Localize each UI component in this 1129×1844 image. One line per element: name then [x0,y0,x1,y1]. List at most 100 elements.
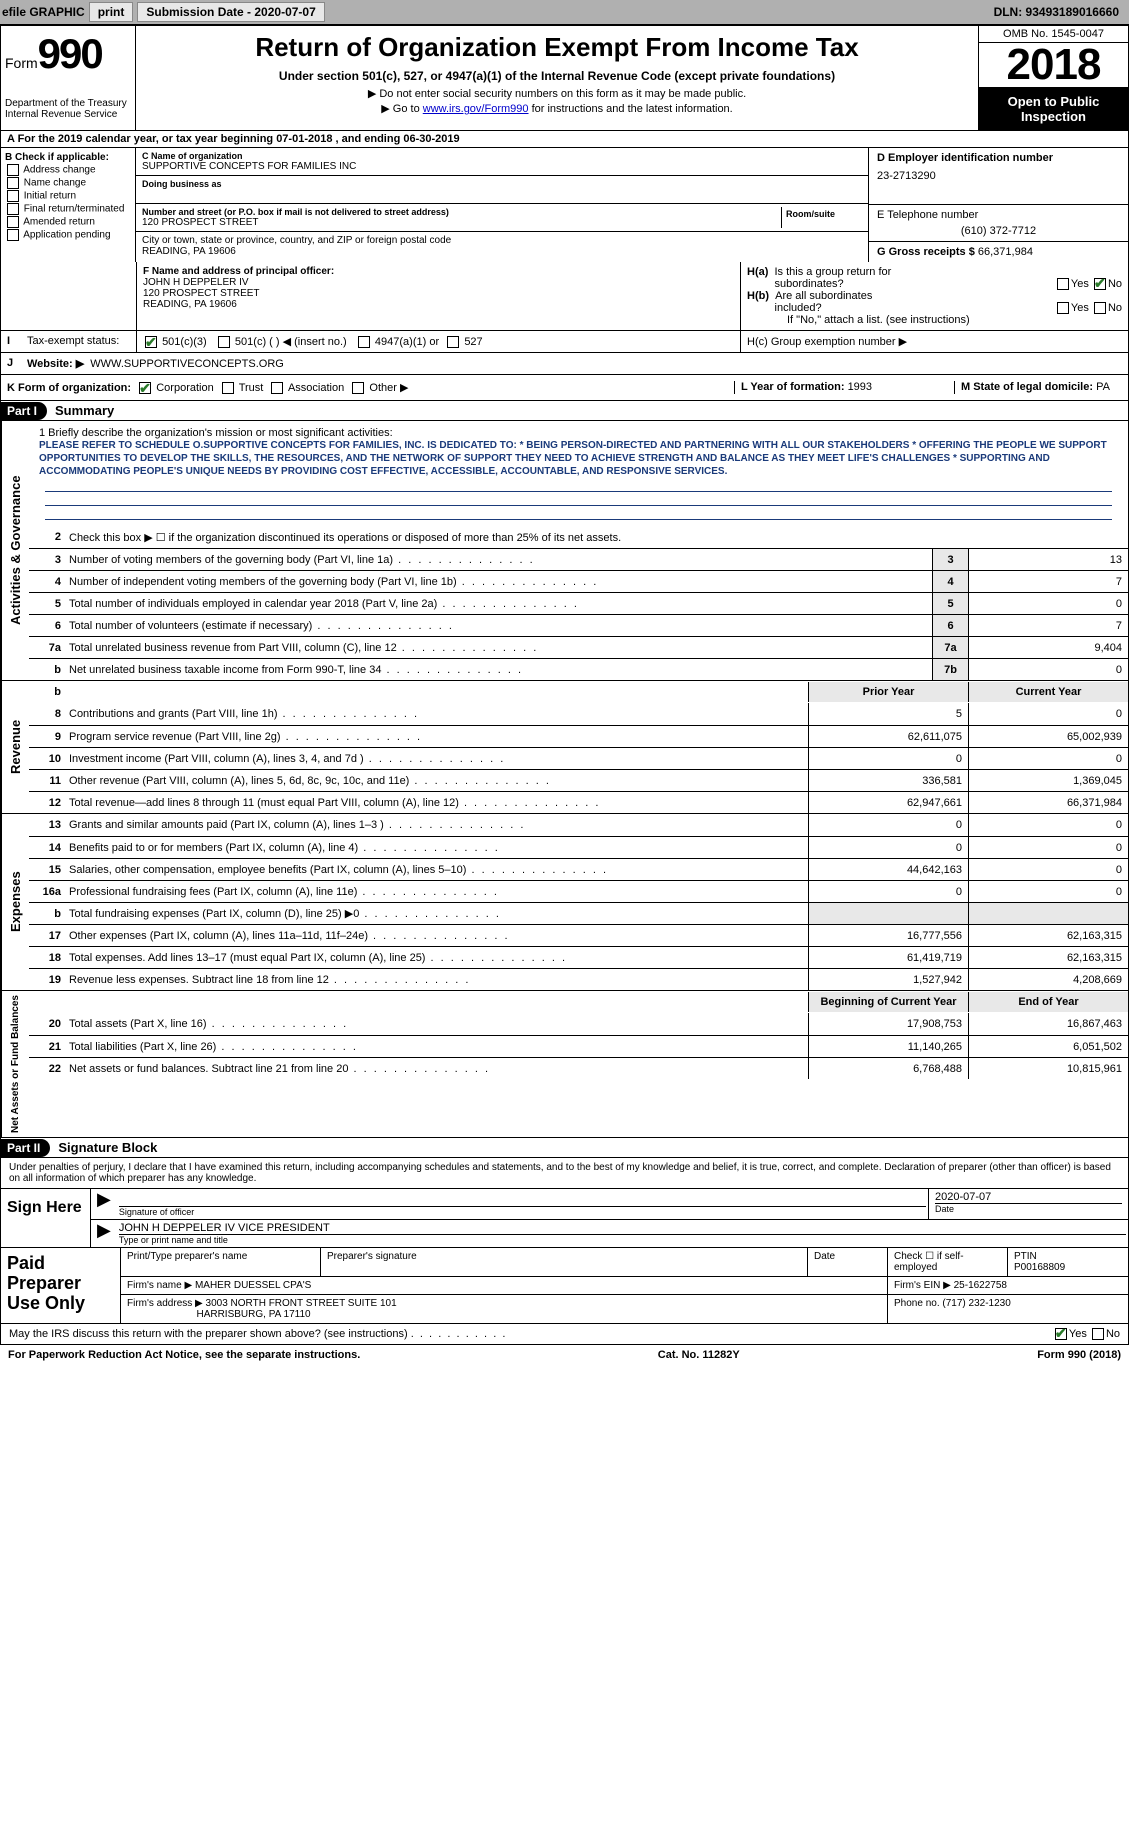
ha-yes[interactable] [1057,278,1069,290]
row-k-l-m: K Form of organization: Corporation Trus… [0,375,1129,401]
chk-initial-return[interactable]: Initial return [5,190,131,202]
gross-receipts: 66,371,984 [978,246,1033,258]
part2-title: Signature Block [50,1138,165,1157]
hdr-beg-year: Beginning of Current Year [808,992,968,1012]
section-expenses: Expenses 13Grants and similar amounts pa… [0,814,1129,991]
gov-line: 5Total number of individuals employed in… [29,592,1128,614]
perjury-declaration: Under penalties of perjury, I declare th… [1,1158,1128,1189]
officer-printed-name: JOHN H DEPPELER IV VICE PRESIDENT [119,1222,1126,1235]
arrow-icon: ▶ [91,1189,117,1219]
chk-final-return[interactable]: Final return/terminated [5,203,131,215]
tel-cell: E Telephone number (610) 372-7712 [869,204,1128,242]
street-cell: Number and street (or P.O. box if mail i… [136,204,868,232]
data-line: 22Net assets or fund balances. Subtract … [29,1057,1128,1079]
part1-header: Part I Summary [0,401,1129,421]
chk-name-change[interactable]: Name change [5,177,131,189]
hb-row: H(b) Are all subordinates included? Yes … [747,290,1122,314]
tax-year: 2018 [979,43,1128,88]
data-line: 9Program service revenue (Part VIII, lin… [29,725,1128,747]
gov-line: 6Total number of volunteers (estimate if… [29,614,1128,636]
chk-app-pending[interactable]: Application pending [5,229,131,241]
gov-line: 4Number of independent voting members of… [29,570,1128,592]
row-j-website: J Website: ▶ WWW.SUPPORTIVECONCEPTS.ORG [0,353,1129,375]
tel-value: (610) 372-7712 [877,225,1120,237]
print-button[interactable]: print [89,2,134,22]
chk-trust[interactable] [222,382,234,394]
data-line: 13Grants and similar amounts paid (Part … [29,814,1128,836]
col-d-ein: D Employer identification number 23-2713… [868,148,1128,262]
officer-name: JOHN H DEPPELER IV [143,277,734,288]
chk-address-change[interactable]: Address change [5,164,131,176]
chk-4947[interactable] [358,336,370,348]
chk-other[interactable] [352,382,364,394]
data-line: 18Total expenses. Add lines 13–17 (must … [29,946,1128,968]
dba-cell: Doing business as [136,176,868,204]
paid-preparer-block: Paid Preparer Use Only Print/Type prepar… [0,1248,1129,1324]
part1-title: Summary [47,401,122,420]
room-suite: Room/suite [782,207,862,228]
hb-yes[interactable] [1057,302,1069,314]
data-line: 8Contributions and grants (Part VIII, li… [29,703,1128,725]
form-header: Form990 Department of the Treasury Inter… [0,25,1129,131]
city-cell: City or town, state or province, country… [136,232,868,260]
hdr-end-year: End of Year [968,992,1128,1012]
discuss-yes[interactable] [1055,1328,1067,1340]
arrow-icon: ▶ [91,1220,117,1247]
street-address: 120 PROSPECT STREET [142,217,781,228]
page-footer: For Paperwork Reduction Act Notice, see … [0,1345,1129,1365]
paid-preparer-label: Paid Preparer Use Only [1,1248,121,1323]
data-line: 12Total revenue—add lines 8 through 11 (… [29,791,1128,813]
section-revenue: Revenue b Prior Year Current Year 8Contr… [0,681,1129,814]
vert-expenses: Expenses [1,814,29,990]
mission-block: 1 Briefly describe the organization's mi… [29,421,1128,526]
chk-corp[interactable] [139,382,151,394]
firm-ein: 25-1622758 [954,1280,1007,1291]
data-line: 14Benefits paid to or for members (Part … [29,836,1128,858]
dln-label: DLN: 93493189016660 [994,5,1127,19]
city-state-zip: READING, PA 19606 [142,246,862,257]
form-title: Return of Organization Exempt From Incom… [144,32,970,63]
header-left: Form990 Department of the Treasury Inter… [1,26,136,130]
mission-text: PLEASE REFER TO SCHEDULE O.SUPPORTIVE CO… [39,439,1118,478]
submission-date-button[interactable]: Submission Date - 2020-07-07 [137,2,324,22]
ha-row: H(a) Is this a group return for subordin… [747,266,1122,290]
gov-line: 3Number of voting members of the governi… [29,548,1128,570]
efile-label: efile GRAPHIC [2,5,85,19]
ha-no[interactable] [1094,278,1106,290]
header-title-block: Return of Organization Exempt From Incom… [136,26,978,130]
part2-header: Part II Signature Block [0,1138,1129,1158]
form-ref: Form 990 (2018) [1037,1349,1121,1361]
sig-officer-label: Signature of officer [119,1207,926,1217]
discuss-no[interactable] [1092,1328,1104,1340]
ein-cell: D Employer identification number 23-2713… [869,148,1128,204]
chk-amended[interactable]: Amended return [5,216,131,228]
org-name: SUPPORTIVE CONCEPTS FOR FAMILIES INC [142,161,862,172]
data-line: 10Investment income (Part VIII, column (… [29,747,1128,769]
gov-line: 7aTotal unrelated business revenue from … [29,636,1128,658]
header-right: OMB No. 1545-0047 2018 Open to Public In… [978,26,1128,130]
irs-discuss-row: May the IRS discuss this return with the… [0,1324,1129,1345]
data-line: 15Salaries, other compensation, employee… [29,858,1128,880]
sig-date: 2020-07-07 [935,1191,1122,1204]
chk-assoc[interactable] [271,382,283,394]
org-name-cell: C Name of organization SUPPORTIVE CONCEP… [136,148,868,176]
data-line: 11Other revenue (Part VIII, column (A), … [29,769,1128,791]
chk-501c[interactable] [218,336,230,348]
irs-link[interactable]: www.irs.gov/Form990 [423,103,529,115]
gross-cell: G Gross receipts $ 66,371,984 [869,242,1128,262]
net-header-row: Beginning of Current Year End of Year [29,991,1128,1013]
row-i-taxexempt: I Tax-exempt status: 501(c)(3) 501(c) ( … [0,331,1129,353]
website-url: WWW.SUPPORTIVECONCEPTS.ORG [90,358,284,370]
section-governance: Activities & Governance 1 Briefly descri… [0,421,1129,681]
chk-527[interactable] [447,336,459,348]
data-line: 17Other expenses (Part IX, column (A), l… [29,924,1128,946]
row-a-tax-year: A For the 2019 calendar year, or tax yea… [0,131,1129,148]
signature-block: Under penalties of perjury, I declare th… [0,1158,1129,1248]
hc-row: H(c) Group exemption number ▶ [740,331,1128,352]
cat-no: Cat. No. 11282Y [658,1349,740,1361]
chk-501c3[interactable] [145,336,157,348]
section-netassets: Net Assets or Fund Balances Beginning of… [0,991,1129,1138]
hb-no[interactable] [1094,302,1106,314]
col-b-title: B Check if applicable: [5,152,131,163]
ssn-note: ▶ Do not enter social security numbers o… [144,87,970,100]
